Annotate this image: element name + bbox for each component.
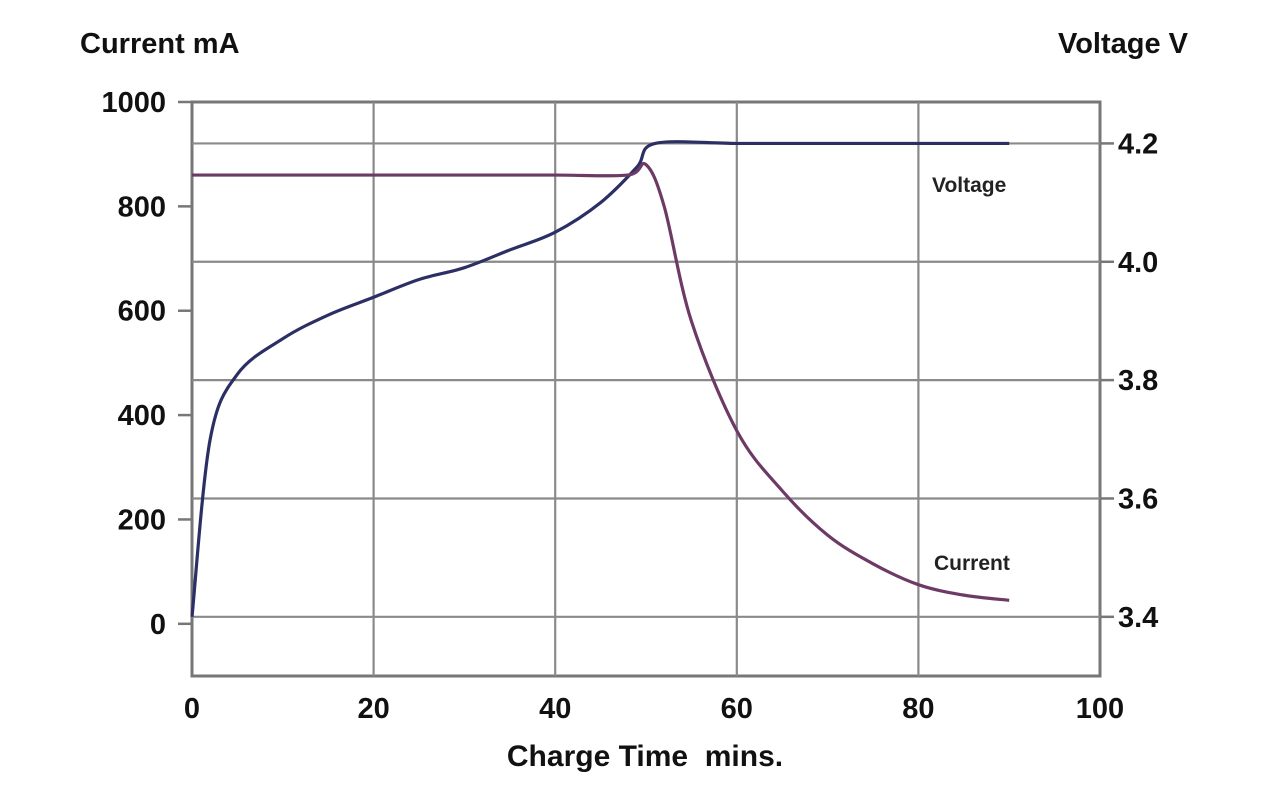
x-axis-title: Charge Time mins.: [506, 740, 784, 773]
left-axis-title: Current mA: [80, 28, 240, 60]
left-axis-tick-label: 1000: [101, 87, 166, 119]
x-tick-label: 20: [357, 693, 389, 725]
left-axis-tick-label: 400: [118, 400, 166, 432]
series-label-voltage: Voltage: [932, 174, 1006, 197]
plot-frame: [190, 100, 1102, 678]
x-tick-label: 80: [902, 693, 934, 725]
right-axis-tick-label: 4.2: [1118, 128, 1158, 160]
right-axis-tick-label: 4.0: [1118, 247, 1158, 279]
x-tick-label: 40: [539, 693, 571, 725]
left-axis-tick-label: 200: [118, 504, 166, 536]
x-tick-label: 100: [1076, 693, 1124, 725]
right-axis-tick-label: 3.8: [1118, 365, 1158, 397]
right-axis-title: Voltage V: [1058, 28, 1188, 60]
left-axis-tick-label: 0: [150, 609, 166, 641]
series-line-current: [191, 161, 1010, 602]
left-axis-tick-label: 800: [118, 191, 166, 223]
right-axis-tick-label: 3.6: [1118, 483, 1158, 515]
x-tick-label: 0: [184, 693, 200, 725]
series-label-current: Current: [934, 552, 1010, 575]
left-axis-tick-label: 600: [118, 296, 166, 328]
series-line-voltage: [190, 140, 1010, 617]
x-tick-label: 60: [721, 693, 753, 725]
right-axis-tick-label: 3.4: [1118, 602, 1158, 634]
